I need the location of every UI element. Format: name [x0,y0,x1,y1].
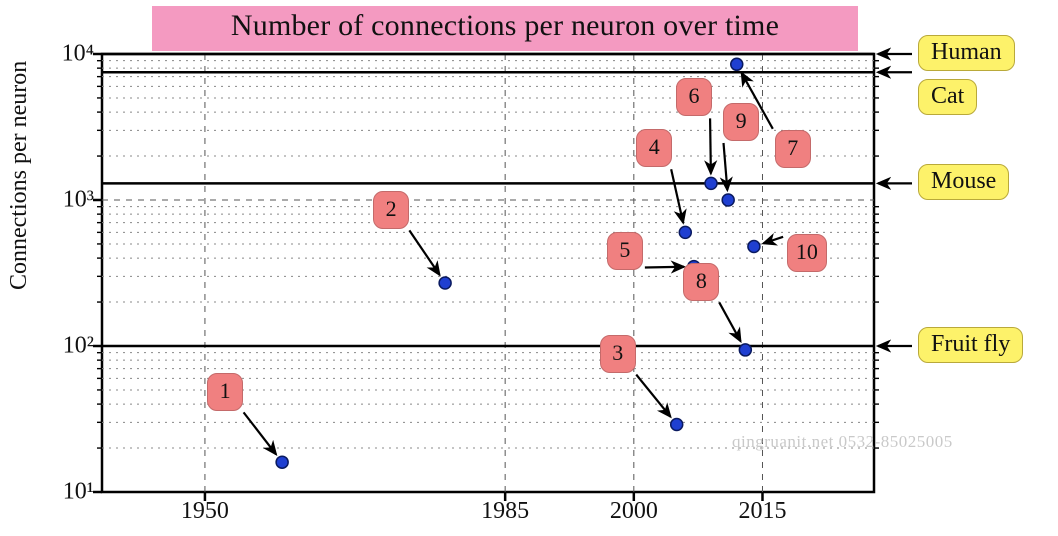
point-badge: 3 [600,335,636,373]
y-tick-label: 10³ [63,187,94,214]
data-point [671,418,683,430]
point-badge: 4 [636,129,672,167]
figure-root: { "canvas": { "width": 1058, "height": 5… [0,0,1058,536]
point-arrow [710,118,711,173]
point-badge: 7 [775,130,811,168]
reference-label: Cat [918,79,977,115]
point-badge: 6 [676,78,712,116]
point-badge: 9 [723,103,759,141]
y-tick-label: 10² [63,333,94,360]
point-arrow [244,412,276,454]
point-arrow [719,302,740,341]
plot-svg [0,0,1058,536]
point-badge: 5 [607,232,643,270]
chart-title: Number of connections per neuron over ti… [152,6,858,51]
data-point [439,277,451,289]
data-point [739,344,751,356]
point-badge: 1 [207,373,243,411]
x-tick-label: 1985 [481,498,529,525]
point-badge: 10 [787,234,827,272]
data-point [731,58,743,70]
data-point [276,456,288,468]
x-tick-label: 2000 [610,498,658,525]
point-arrow [409,230,439,274]
reference-label: Mouse [918,164,1009,200]
data-point [722,194,734,206]
point-badge: 2 [373,191,409,229]
reference-label: Fruit fly [918,327,1023,363]
data-point [705,177,717,189]
y-axis-label: Connections per neuron [6,61,33,290]
x-tick-label: 2015 [738,498,786,525]
reference-label: Human [918,35,1015,71]
data-point [679,226,691,238]
watermark: qingruanit.net 0532-85025005 [732,432,953,452]
point-arrow [645,267,684,268]
data-point [748,241,760,253]
y-tick-label: 10⁴ [62,41,94,68]
x-tick-label: 1950 [181,498,229,525]
point-arrow [636,375,670,417]
y-tick-label: 10¹ [63,479,94,506]
point-badge: 8 [683,263,719,301]
point-arrow [763,237,783,244]
